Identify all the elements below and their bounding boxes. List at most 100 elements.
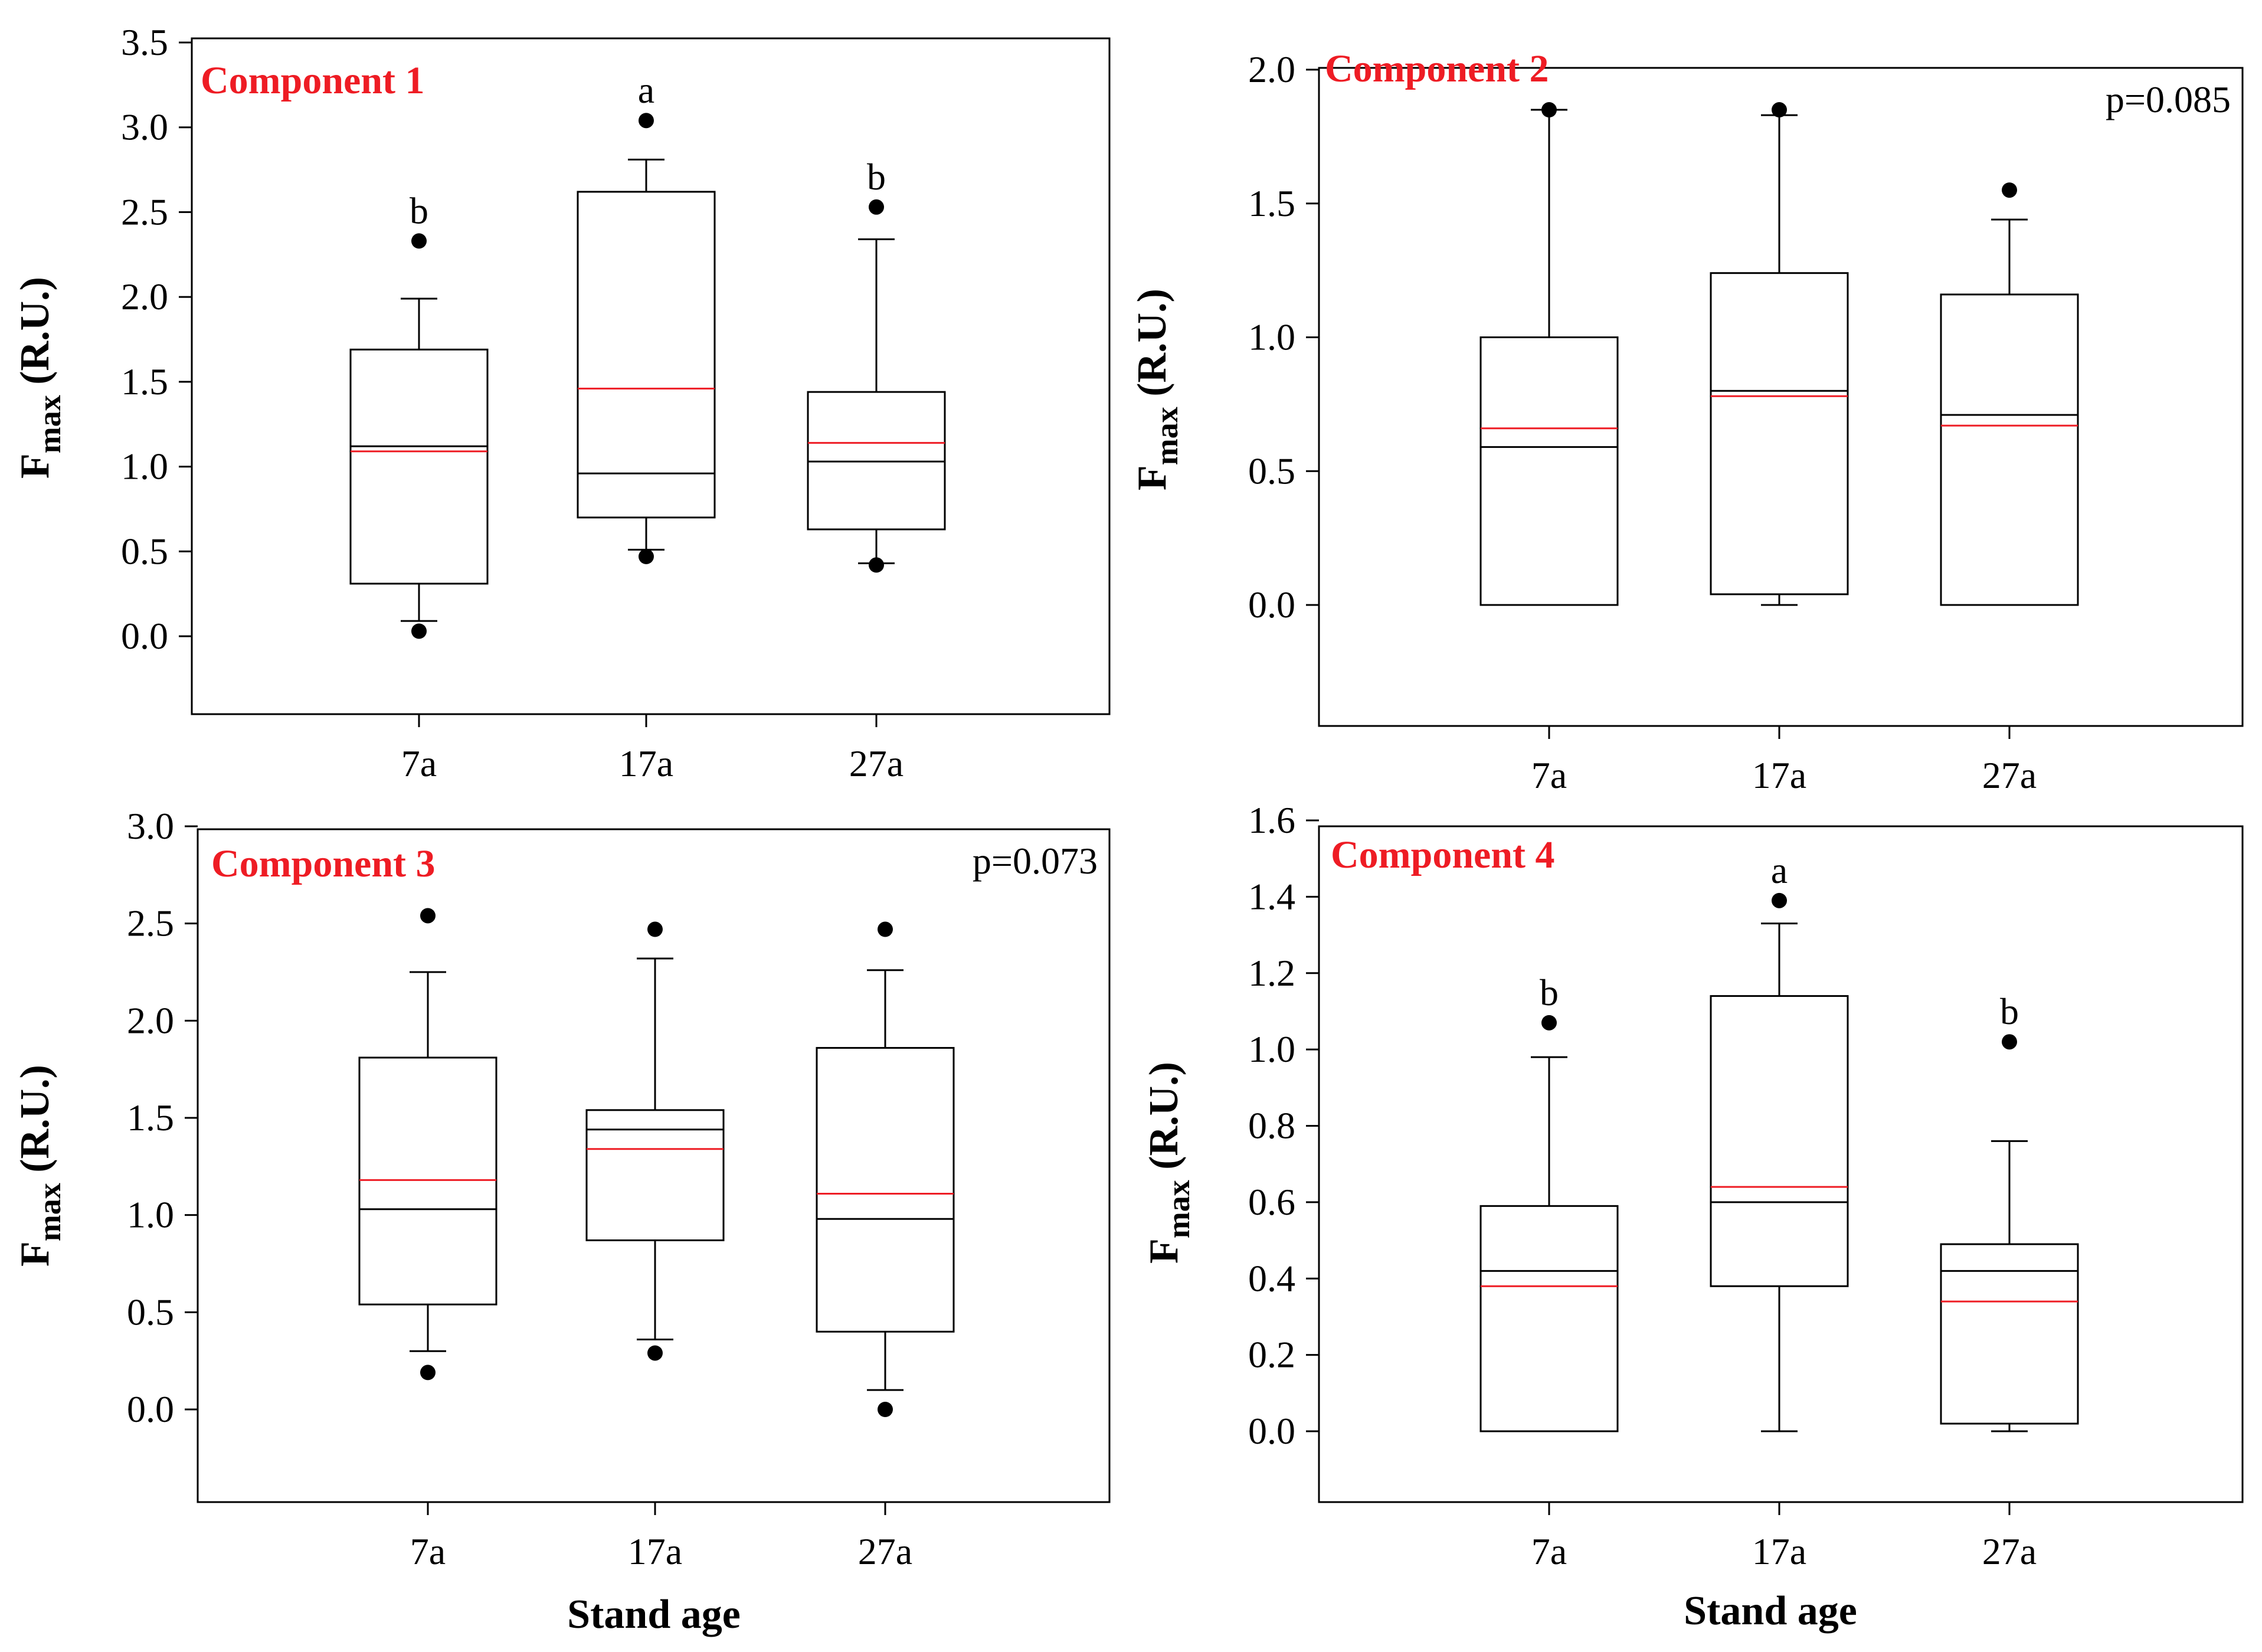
x-tick-label: 7a <box>1531 754 1567 796</box>
iqr-box <box>577 191 716 519</box>
iqr-box <box>1940 293 2079 606</box>
y-tick-label: 0.5 <box>1248 450 1295 492</box>
box-7a <box>358 908 497 1381</box>
y-tick-label: 1.2 <box>1248 952 1295 994</box>
y-axis-title-unit: (R.U.) <box>12 277 58 395</box>
y-tick-label: 3.0 <box>121 106 168 148</box>
box-27a <box>1940 182 2079 606</box>
outlier-point <box>411 233 427 249</box>
panel-title: Component 2 <box>1325 47 1549 90</box>
box-7a: b <box>1479 971 1619 1432</box>
iqr-box <box>1710 272 1849 596</box>
box-27a <box>816 921 955 1417</box>
y-axis-title-main: F <box>1130 465 1175 490</box>
significance-letter: b <box>1540 971 1559 1013</box>
plot-frame <box>197 828 1111 1503</box>
significance-letter: b <box>410 189 428 231</box>
box-17a <box>1710 102 1849 606</box>
x-tick-label: 17a <box>1752 1530 1806 1572</box>
outlier-point <box>1541 1015 1557 1031</box>
x-tick-label: 7a <box>410 1530 446 1572</box>
y-axis-title-main: F <box>1141 1238 1187 1264</box>
plot-frame <box>1318 825 2244 1503</box>
y-tick-label: 2.5 <box>121 191 168 233</box>
panel-title: Component 4 <box>1331 833 1555 876</box>
x-tick-label: 7a <box>1531 1530 1567 1572</box>
y-tick-label: 1.6 <box>1248 799 1295 841</box>
outlier-point <box>869 199 884 215</box>
outlier-point <box>647 921 663 937</box>
y-tick-label: 0.0 <box>1248 584 1295 626</box>
iqr-box <box>349 348 489 585</box>
x-tick-label: 17a <box>619 742 673 784</box>
y-tick-label: 1.5 <box>1248 182 1295 224</box>
p-value: p=0.073 <box>973 840 1098 882</box>
outlier-point <box>878 921 893 937</box>
x-tick-label: 27a <box>858 1530 912 1572</box>
y-axis-title-subscript: max <box>32 1183 67 1241</box>
plot-frame <box>1318 67 2244 727</box>
y-tick-label: 3.5 <box>121 21 168 63</box>
box-7a <box>1479 102 1619 606</box>
x-tick-label: 17a <box>1752 754 1806 796</box>
iqr-box <box>1940 1243 2079 1425</box>
y-tick-label: 2.5 <box>127 902 174 944</box>
y-tick-label: 1.0 <box>127 1194 174 1236</box>
outlier-point <box>420 1365 436 1381</box>
y-tick-label: 1.0 <box>1248 1028 1295 1070</box>
y-tick-label: 0.6 <box>1248 1181 1295 1223</box>
iqr-box <box>1479 336 1619 606</box>
y-axis-title-main: F <box>12 453 58 479</box>
outlier-point <box>1541 102 1557 118</box>
y-tick-label: 2.0 <box>121 276 168 318</box>
significance-letter: a <box>638 69 654 111</box>
outlier-point <box>1772 892 1787 908</box>
y-axis-title-unit: (R.U.) <box>12 1065 58 1183</box>
y-tick-label: 2.0 <box>127 999 174 1041</box>
x-axis-title: Stand age <box>1684 1588 1857 1634</box>
outlier-point <box>647 1345 663 1361</box>
y-tick-label: 1.5 <box>127 1097 174 1139</box>
panel-3: 0.0 0.5 1.0 1.5 2.0 2.5 3.0 7a 17a 27a Fmax (R.U.)… <box>12 805 1111 1637</box>
y-tick-label: 1.0 <box>1248 316 1295 358</box>
outlier-point <box>878 1402 893 1417</box>
panel-4: 0.0 0.2 0.4 0.6 0.8 1.0 1.2 1.4 1.6 7a 17a 27a Fmax … <box>1141 799 2244 1634</box>
y-axis-title-main: F <box>12 1241 58 1267</box>
x-tick-label: 7a <box>401 742 437 784</box>
x-tick-label: 27a <box>849 742 904 784</box>
x-tick-label: 27a <box>1982 754 2037 796</box>
y-tick-label: 0.0 <box>127 1388 174 1430</box>
y-tick-label: 2.0 <box>1248 48 1295 90</box>
y-axis-title: Fmax (R.U.) <box>12 277 67 479</box>
y-tick-label: 3.0 <box>127 805 174 847</box>
y-axis-title: Fmax (R.U.) <box>1130 289 1184 490</box>
plot-frame <box>191 37 1111 715</box>
box-17a <box>585 921 725 1361</box>
significance-letter: b <box>867 156 886 198</box>
box-7a: b <box>349 189 489 639</box>
y-tick-label: 0.5 <box>127 1291 174 1333</box>
iqr-box <box>585 1109 725 1241</box>
y-axis-title-subscript: max <box>32 395 67 453</box>
y-axis-title-subscript: max <box>1161 1180 1196 1238</box>
y-tick-label: 1.5 <box>121 361 168 403</box>
outlier-point <box>869 557 884 573</box>
box-17a: a <box>1710 849 1849 1432</box>
x-axis-title: Stand age <box>567 1592 741 1637</box>
y-tick-label: 0.5 <box>121 530 168 572</box>
p-value: p=0.085 <box>2106 78 2231 120</box>
outlier-point <box>1772 102 1787 118</box>
outlier-point <box>639 548 654 564</box>
outlier-point <box>2002 182 2017 198</box>
panel-2: 0.0 0.5 1.0 1.5 2.0 7a 17a 27a Fmax (R.U.) Compon… <box>1130 47 2244 796</box>
significance-letter: a <box>1771 849 1788 891</box>
y-tick-label: 0.4 <box>1248 1257 1295 1299</box>
y-tick-label: 1.4 <box>1248 875 1295 917</box>
box-27a: b <box>807 156 946 573</box>
panel-title: Component 3 <box>211 842 436 885</box>
y-tick-label: 0.0 <box>121 615 168 657</box>
panel-1: 0.0 0.5 1.0 1.5 2.0 2.5 3.0 3.5 7a 17a 27a Fmax (R.… <box>12 21 1111 784</box>
outlier-point <box>420 908 436 924</box>
outlier-point <box>639 113 654 129</box>
